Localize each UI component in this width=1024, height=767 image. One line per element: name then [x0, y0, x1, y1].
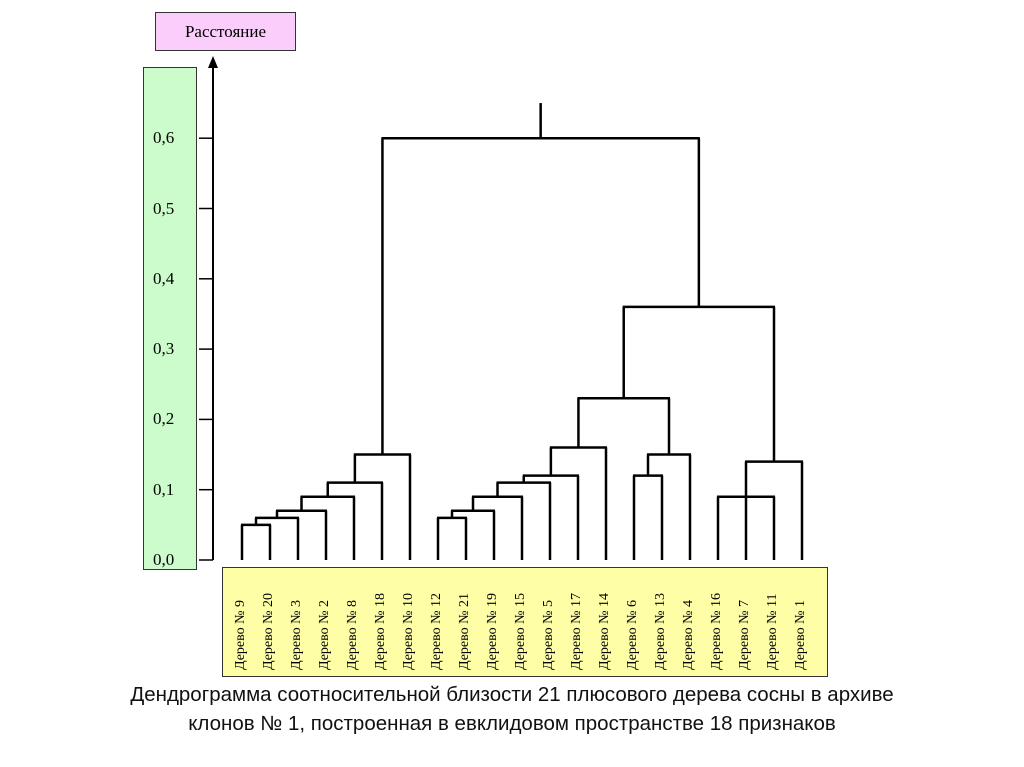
y-tick-label: 0,4 [153, 268, 175, 288]
y-tick-label: 0,2 [153, 409, 175, 429]
caption: Дендрограмма соотносительной близости 21… [0, 680, 1024, 738]
y-tick-label: 0,5 [153, 198, 175, 218]
y-tick-label: 0,6 [153, 128, 175, 148]
y-axis-arrow-icon [208, 56, 218, 68]
caption-line-2: клонов № 1, построенная в евклидовом про… [188, 712, 836, 735]
caption-line-1: Дендрограмма соотносительной близости 21… [130, 683, 894, 706]
y-tick-label: 0,1 [153, 479, 175, 499]
leaf-label-panel: Дерево № 9 Дерево № 20 Дерево № 3 Дерево № … [222, 567, 828, 677]
y-tick-panel [143, 67, 197, 570]
y-tick-label: 0,3 [153, 339, 175, 359]
y-axis-title: Расстояние [155, 12, 296, 51]
y-tick-label: 0,0 [153, 550, 175, 569]
